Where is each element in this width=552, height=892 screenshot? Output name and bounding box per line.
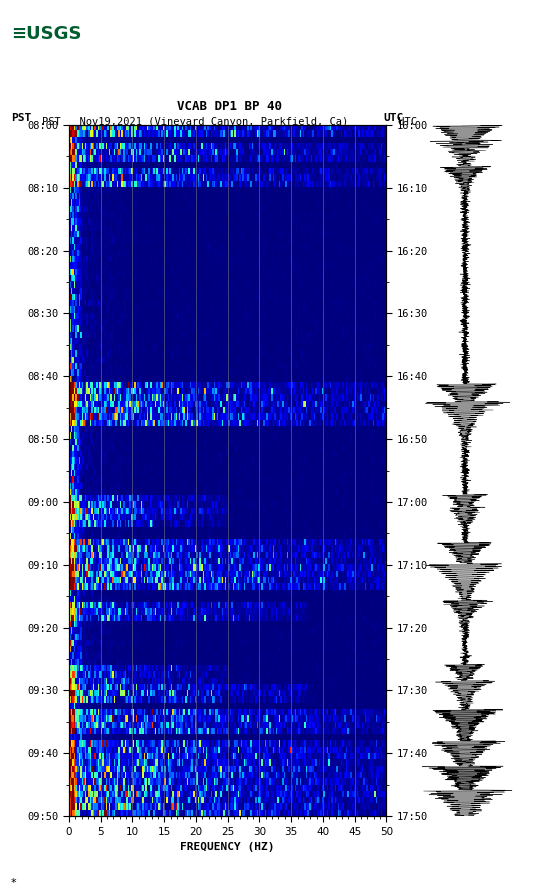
Text: *: * (11, 878, 17, 888)
Text: PST   Nov19,2021 (Vineyard Canyon, Parkfield, Ca)        UTC: PST Nov19,2021 (Vineyard Canyon, Parkfie… (41, 117, 417, 127)
Text: VCAB DP1 BP 40: VCAB DP1 BP 40 (177, 100, 282, 113)
Text: PST: PST (11, 113, 31, 123)
Text: ≡USGS: ≡USGS (11, 25, 82, 43)
X-axis label: FREQUENCY (HZ): FREQUENCY (HZ) (181, 842, 275, 852)
Text: UTC: UTC (384, 113, 404, 123)
